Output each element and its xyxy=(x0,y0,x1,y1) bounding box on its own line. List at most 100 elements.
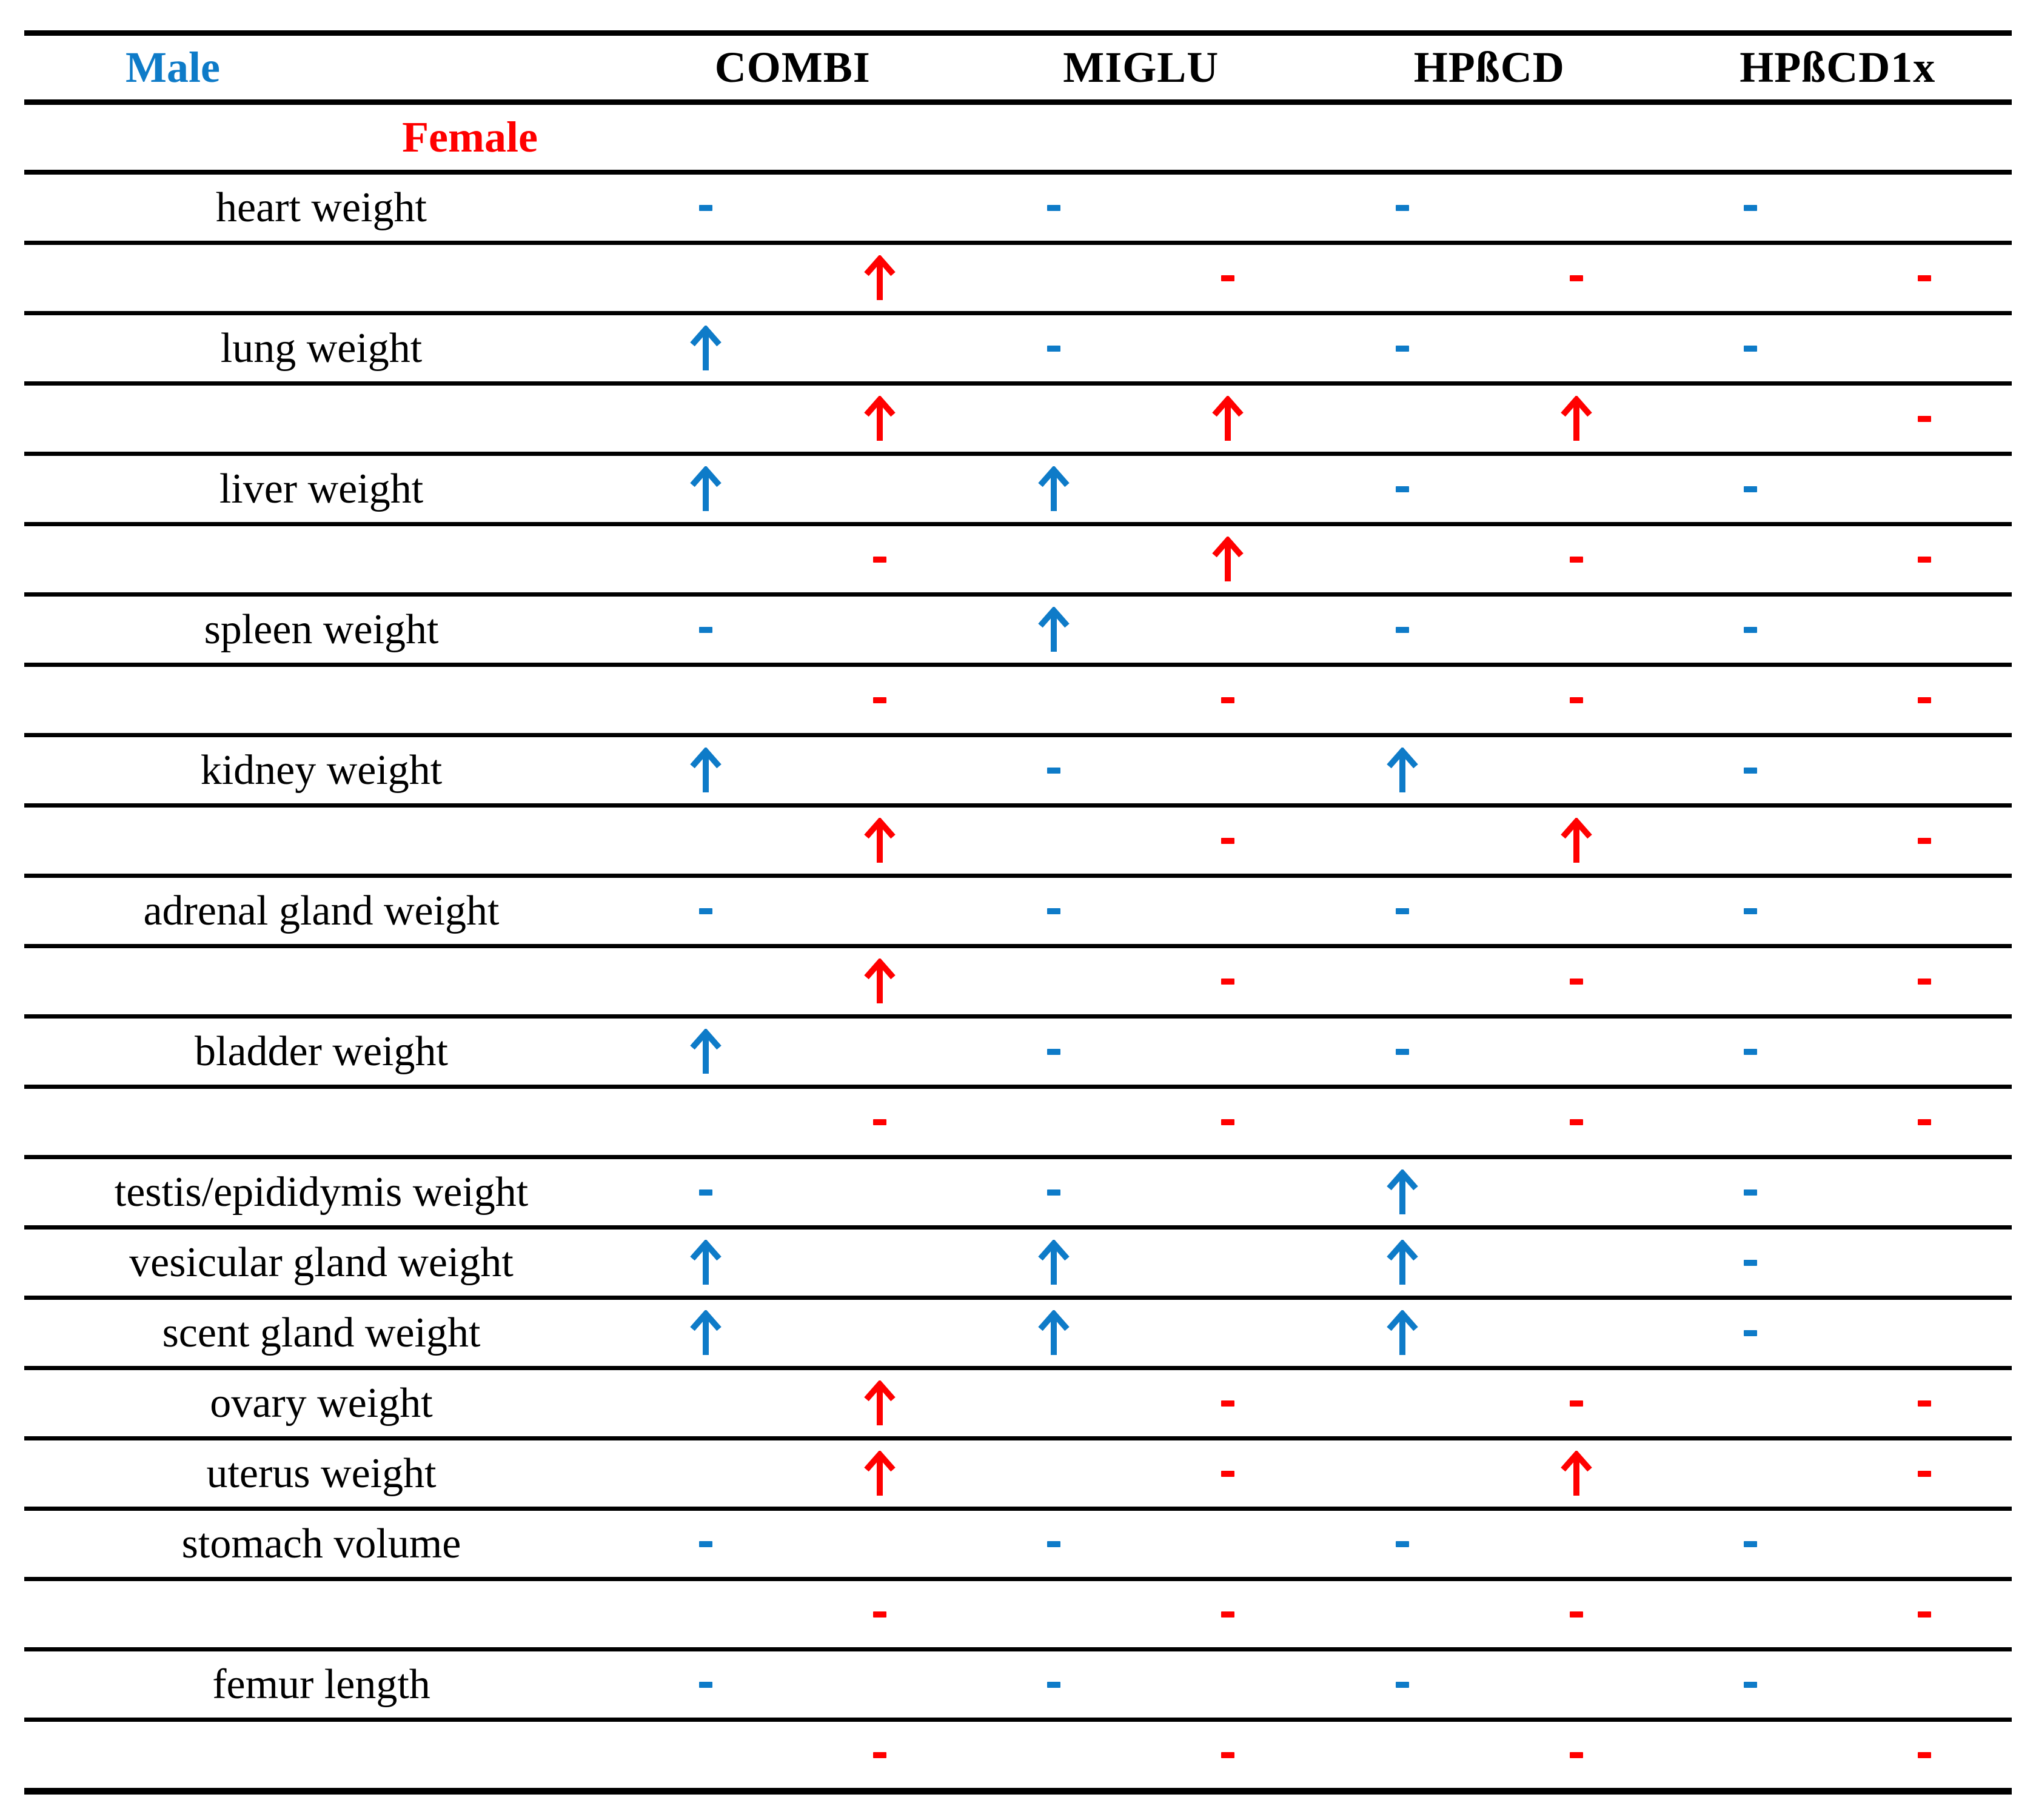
female-subcolumn xyxy=(1838,667,2012,733)
table-row xyxy=(24,948,2012,1019)
male-subcolumn xyxy=(618,1159,792,1225)
symbol-cell xyxy=(1664,808,2012,874)
male-subcolumn xyxy=(1315,1089,1489,1155)
no-change-dash-icon xyxy=(1569,275,1583,281)
row-label-cell: scent gland weight xyxy=(24,1300,618,1366)
symbol-cell xyxy=(1664,878,2012,944)
column-header-hpbcd: HPßCD xyxy=(1315,36,1664,99)
symbol-cell xyxy=(618,456,967,522)
female-subcolumn xyxy=(1489,526,1663,592)
no-change-dash-icon xyxy=(1918,837,1932,844)
female-subcolumn xyxy=(1141,1370,1315,1436)
female-subcolumn xyxy=(1489,386,1663,452)
male-subcolumn xyxy=(967,1722,1141,1788)
increase-arrow-icon xyxy=(1386,1239,1418,1285)
male-subcolumn xyxy=(1315,1511,1489,1577)
row-label: heart weight xyxy=(216,184,427,231)
male-subcolumn xyxy=(1315,1230,1489,1296)
symbol-cell xyxy=(1664,1089,2012,1155)
symbol-cell xyxy=(967,1722,1316,1788)
increase-arrow-icon xyxy=(1212,536,1244,581)
increase-arrow-icon xyxy=(1386,1169,1418,1214)
female-subcolumn xyxy=(1838,1089,2012,1155)
female-subcolumn xyxy=(792,737,966,803)
no-change-dash-icon xyxy=(872,1751,886,1758)
table-header-row: Male COMBI MIGLU HPßCD HPßCD1x xyxy=(24,36,2012,105)
male-subcolumn xyxy=(967,1511,1141,1577)
male-subcolumn xyxy=(1315,948,1489,1014)
male-subcolumn xyxy=(1315,878,1489,944)
row-label-cell: bladder weight xyxy=(24,1019,618,1085)
no-change-dash-icon xyxy=(1395,345,1409,352)
increase-arrow-icon xyxy=(1038,606,1070,652)
symbol-cell xyxy=(618,878,967,944)
no-change-dash-icon xyxy=(1744,1048,1758,1055)
symbol-cell xyxy=(618,1300,967,1366)
no-change-dash-icon xyxy=(698,204,712,211)
row-label-cell: spleen weight xyxy=(24,597,618,663)
symbol-cell xyxy=(618,1159,967,1225)
no-change-dash-icon xyxy=(1395,626,1409,633)
no-change-dash-icon xyxy=(1569,1751,1583,1758)
no-change-dash-icon xyxy=(1221,978,1235,985)
symbol-cell xyxy=(967,1230,1316,1296)
male-subcolumn xyxy=(618,1440,792,1507)
table-row: stomach volume xyxy=(24,1511,2012,1581)
no-change-dash-icon xyxy=(1395,1048,1409,1055)
no-change-dash-icon xyxy=(1918,978,1932,985)
column-header-label: MIGLU xyxy=(1063,43,1219,92)
row-label: adrenal gland weight xyxy=(143,887,500,934)
symbol-cell xyxy=(1664,1722,2012,1788)
increase-arrow-icon xyxy=(689,1028,722,1074)
column-header-miglu: MIGLU xyxy=(967,36,1316,99)
symbol-cell xyxy=(618,948,967,1014)
increase-arrow-icon xyxy=(1212,395,1244,441)
female-subcolumn xyxy=(792,1651,966,1718)
male-subcolumn xyxy=(967,737,1141,803)
female-subcolumn xyxy=(1489,1019,1663,1085)
male-subcolumn xyxy=(1664,808,1838,874)
increase-arrow-icon xyxy=(1386,747,1418,792)
table-row xyxy=(24,386,2012,456)
female-subcolumn xyxy=(792,175,966,241)
symbol-cell xyxy=(1664,1581,2012,1647)
no-change-dash-icon xyxy=(698,1681,712,1688)
table-row: scent gland weight xyxy=(24,1300,2012,1370)
male-subcolumn xyxy=(967,1651,1141,1718)
female-subcolumn xyxy=(792,386,966,452)
female-subcolumn xyxy=(792,1581,966,1647)
no-change-dash-icon xyxy=(698,1189,712,1196)
female-subcolumn xyxy=(792,1370,966,1436)
female-subcolumn xyxy=(1489,315,1663,381)
no-change-dash-icon xyxy=(1744,1541,1758,1547)
no-change-dash-icon xyxy=(1221,1119,1235,1125)
row-label-cell: adrenal gland weight xyxy=(24,878,618,944)
no-change-dash-icon xyxy=(1395,1541,1409,1547)
row-label-cell xyxy=(24,245,618,311)
male-subcolumn xyxy=(1664,597,1838,663)
symbol-cell xyxy=(618,1440,967,1507)
female-header-half-empty xyxy=(321,36,618,99)
female-subcolumn xyxy=(792,526,966,592)
male-subcolumn xyxy=(618,245,792,311)
symbol-cell xyxy=(1664,1370,2012,1436)
female-subcolumn xyxy=(1141,526,1315,592)
symbol-cell xyxy=(1315,315,1664,381)
row-label-cell xyxy=(24,526,618,592)
no-change-dash-icon xyxy=(1918,1470,1932,1477)
male-subcolumn xyxy=(618,1300,792,1366)
female-subcolumn xyxy=(1838,948,2012,1014)
female-subcolumn xyxy=(792,1089,966,1155)
male-subcolumn xyxy=(618,667,792,733)
female-subcolumn xyxy=(792,1722,966,1788)
female-subcolumn xyxy=(1141,1089,1315,1155)
male-subcolumn xyxy=(1315,808,1489,874)
increase-arrow-icon xyxy=(864,1380,896,1425)
male-subcolumn xyxy=(1315,175,1489,241)
symbol-cell xyxy=(967,1511,1316,1577)
row-label-cell: uterus weight xyxy=(24,1440,618,1507)
female-subcolumn xyxy=(1838,1581,2012,1647)
no-change-dash-icon xyxy=(1744,626,1758,633)
no-change-dash-icon xyxy=(1221,1751,1235,1758)
female-subcolumn xyxy=(792,456,966,522)
